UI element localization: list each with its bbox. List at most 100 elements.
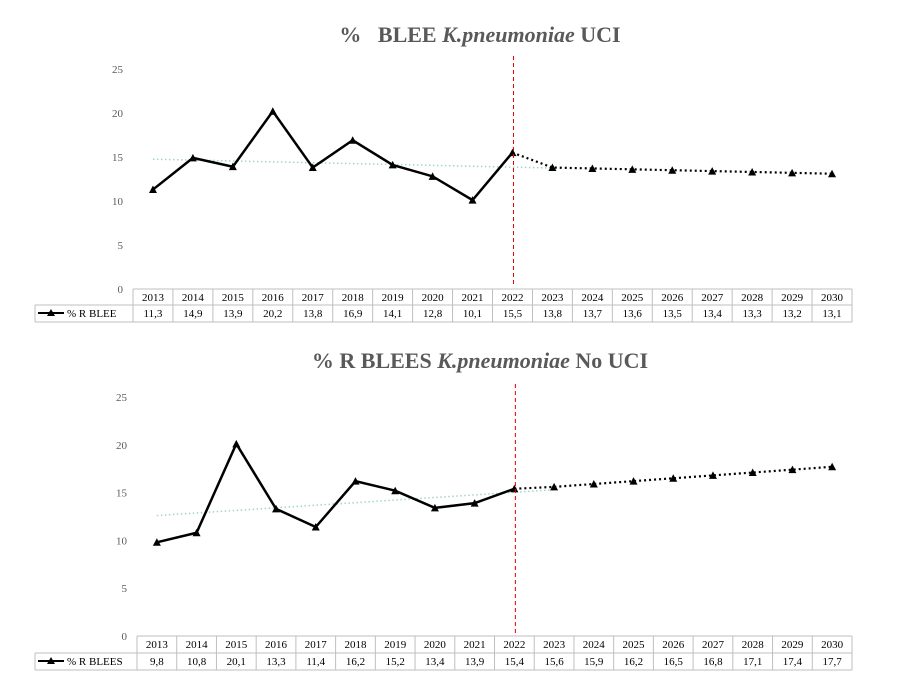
data-label: 17,4 [783, 656, 803, 668]
trendline [156, 488, 555, 517]
data-point [668, 166, 677, 174]
x-tick-label: 2014 [182, 292, 205, 304]
data-point [468, 196, 477, 204]
legend-marker [47, 657, 55, 664]
x-tick-label: 2019 [382, 292, 405, 304]
data-label: 17,7 [823, 656, 843, 668]
data-label: 15,6 [544, 656, 564, 668]
y-tick-label: 20 [112, 108, 124, 120]
data-label: 13,6 [623, 308, 643, 320]
x-tick-label: 2015 [222, 292, 245, 304]
data-point [828, 169, 837, 178]
data-point [388, 160, 397, 169]
x-tick-label: 2016 [262, 292, 285, 304]
x-tick-label: 2026 [662, 639, 685, 651]
x-tick-label: 2025 [623, 639, 646, 651]
data-point [272, 504, 281, 513]
data-point [628, 165, 637, 173]
data-label: 16,2 [346, 656, 365, 668]
data-label: 15,9 [584, 656, 604, 668]
data-point [232, 439, 241, 448]
data-label: 13,8 [543, 308, 563, 320]
data-point [629, 477, 638, 485]
data-point [788, 168, 797, 177]
data-label: 16,8 [703, 656, 723, 668]
data-label: 13,3 [266, 656, 286, 668]
x-tick-label: 2030 [821, 292, 844, 304]
x-tick-label: 2029 [781, 639, 804, 651]
data-point [391, 486, 400, 495]
data-label: 10,8 [187, 656, 207, 668]
series-line-forecast [512, 151, 833, 175]
data-point [228, 162, 237, 171]
data-label: 17,1 [743, 656, 762, 668]
data-label: 15,4 [505, 656, 525, 668]
y-tick-label: 0 [118, 284, 124, 296]
data-label: 13,8 [303, 308, 323, 320]
x-tick-label: 2020 [422, 292, 445, 304]
data-label: 10,1 [463, 308, 482, 320]
data-point [588, 164, 597, 172]
x-tick-label: 2018 [344, 639, 367, 651]
x-tick-label: 2030 [821, 639, 844, 651]
data-label: 13,1 [822, 308, 841, 320]
data-label: 13,4 [703, 308, 723, 320]
data-label: 20,1 [227, 656, 246, 668]
chart-title: % R BLEES K.pneumoniae No UCI [311, 348, 649, 373]
data-point [311, 523, 320, 531]
data-label: 13,5 [663, 308, 683, 320]
y-tick-label: 15 [112, 152, 124, 164]
data-point [510, 484, 519, 493]
data-label: 11,4 [306, 656, 325, 668]
x-tick-label: 2017 [302, 292, 325, 304]
x-tick-label: 2017 [305, 639, 328, 651]
legend-label: % R BLEES [67, 656, 123, 668]
data-label: 13,2 [782, 308, 801, 320]
x-tick-label: 2023 [543, 639, 566, 651]
y-tick-label: 15 [116, 488, 128, 500]
data-label: 14,1 [383, 308, 402, 320]
y-tick-label: 5 [122, 583, 128, 595]
data-label: 12,8 [423, 308, 443, 320]
data-label: 14,9 [183, 308, 203, 320]
chart-title: % BLEE K.pneumoniae UCI [339, 22, 621, 47]
y-tick-label: 10 [116, 535, 128, 547]
data-point [152, 538, 161, 546]
data-point [470, 499, 479, 507]
x-tick-label: 2026 [661, 292, 684, 304]
data-label: 13,3 [743, 308, 763, 320]
x-tick-label: 2027 [701, 292, 724, 304]
x-tick-label: 2027 [702, 639, 725, 651]
y-tick-label: 25 [116, 392, 128, 404]
legend-label: % R BLEE [67, 308, 117, 320]
data-point [351, 477, 360, 485]
x-tick-label: 2023 [541, 292, 564, 304]
x-tick-label: 2014 [186, 639, 209, 651]
series-line-observed [152, 109, 514, 202]
x-tick-label: 2019 [384, 639, 407, 651]
data-label: 13,7 [583, 308, 603, 320]
x-tick-label: 2013 [142, 292, 165, 304]
data-point [308, 163, 317, 172]
x-tick-label: 2025 [621, 292, 644, 304]
data-point [548, 163, 557, 172]
data-point [192, 528, 201, 537]
x-tick-label: 2016 [265, 639, 288, 651]
chart-svg: 0510152025201311,3201414,9201513,9201620… [34, 56, 853, 323]
data-label: 13,9 [223, 308, 243, 320]
x-tick-label: 2021 [462, 292, 484, 304]
y-tick-label: 20 [116, 440, 128, 452]
data-point [589, 479, 598, 488]
data-label: 15,5 [503, 308, 523, 320]
data-point [669, 474, 678, 482]
data-label: 16,9 [343, 308, 363, 320]
data-label: 9,8 [150, 656, 164, 668]
x-tick-label: 2028 [741, 292, 764, 304]
data-point [828, 462, 837, 471]
y-tick-label: 5 [118, 240, 124, 252]
data-point [428, 172, 437, 180]
data-point [550, 482, 559, 491]
x-tick-label: 2015 [225, 639, 248, 651]
